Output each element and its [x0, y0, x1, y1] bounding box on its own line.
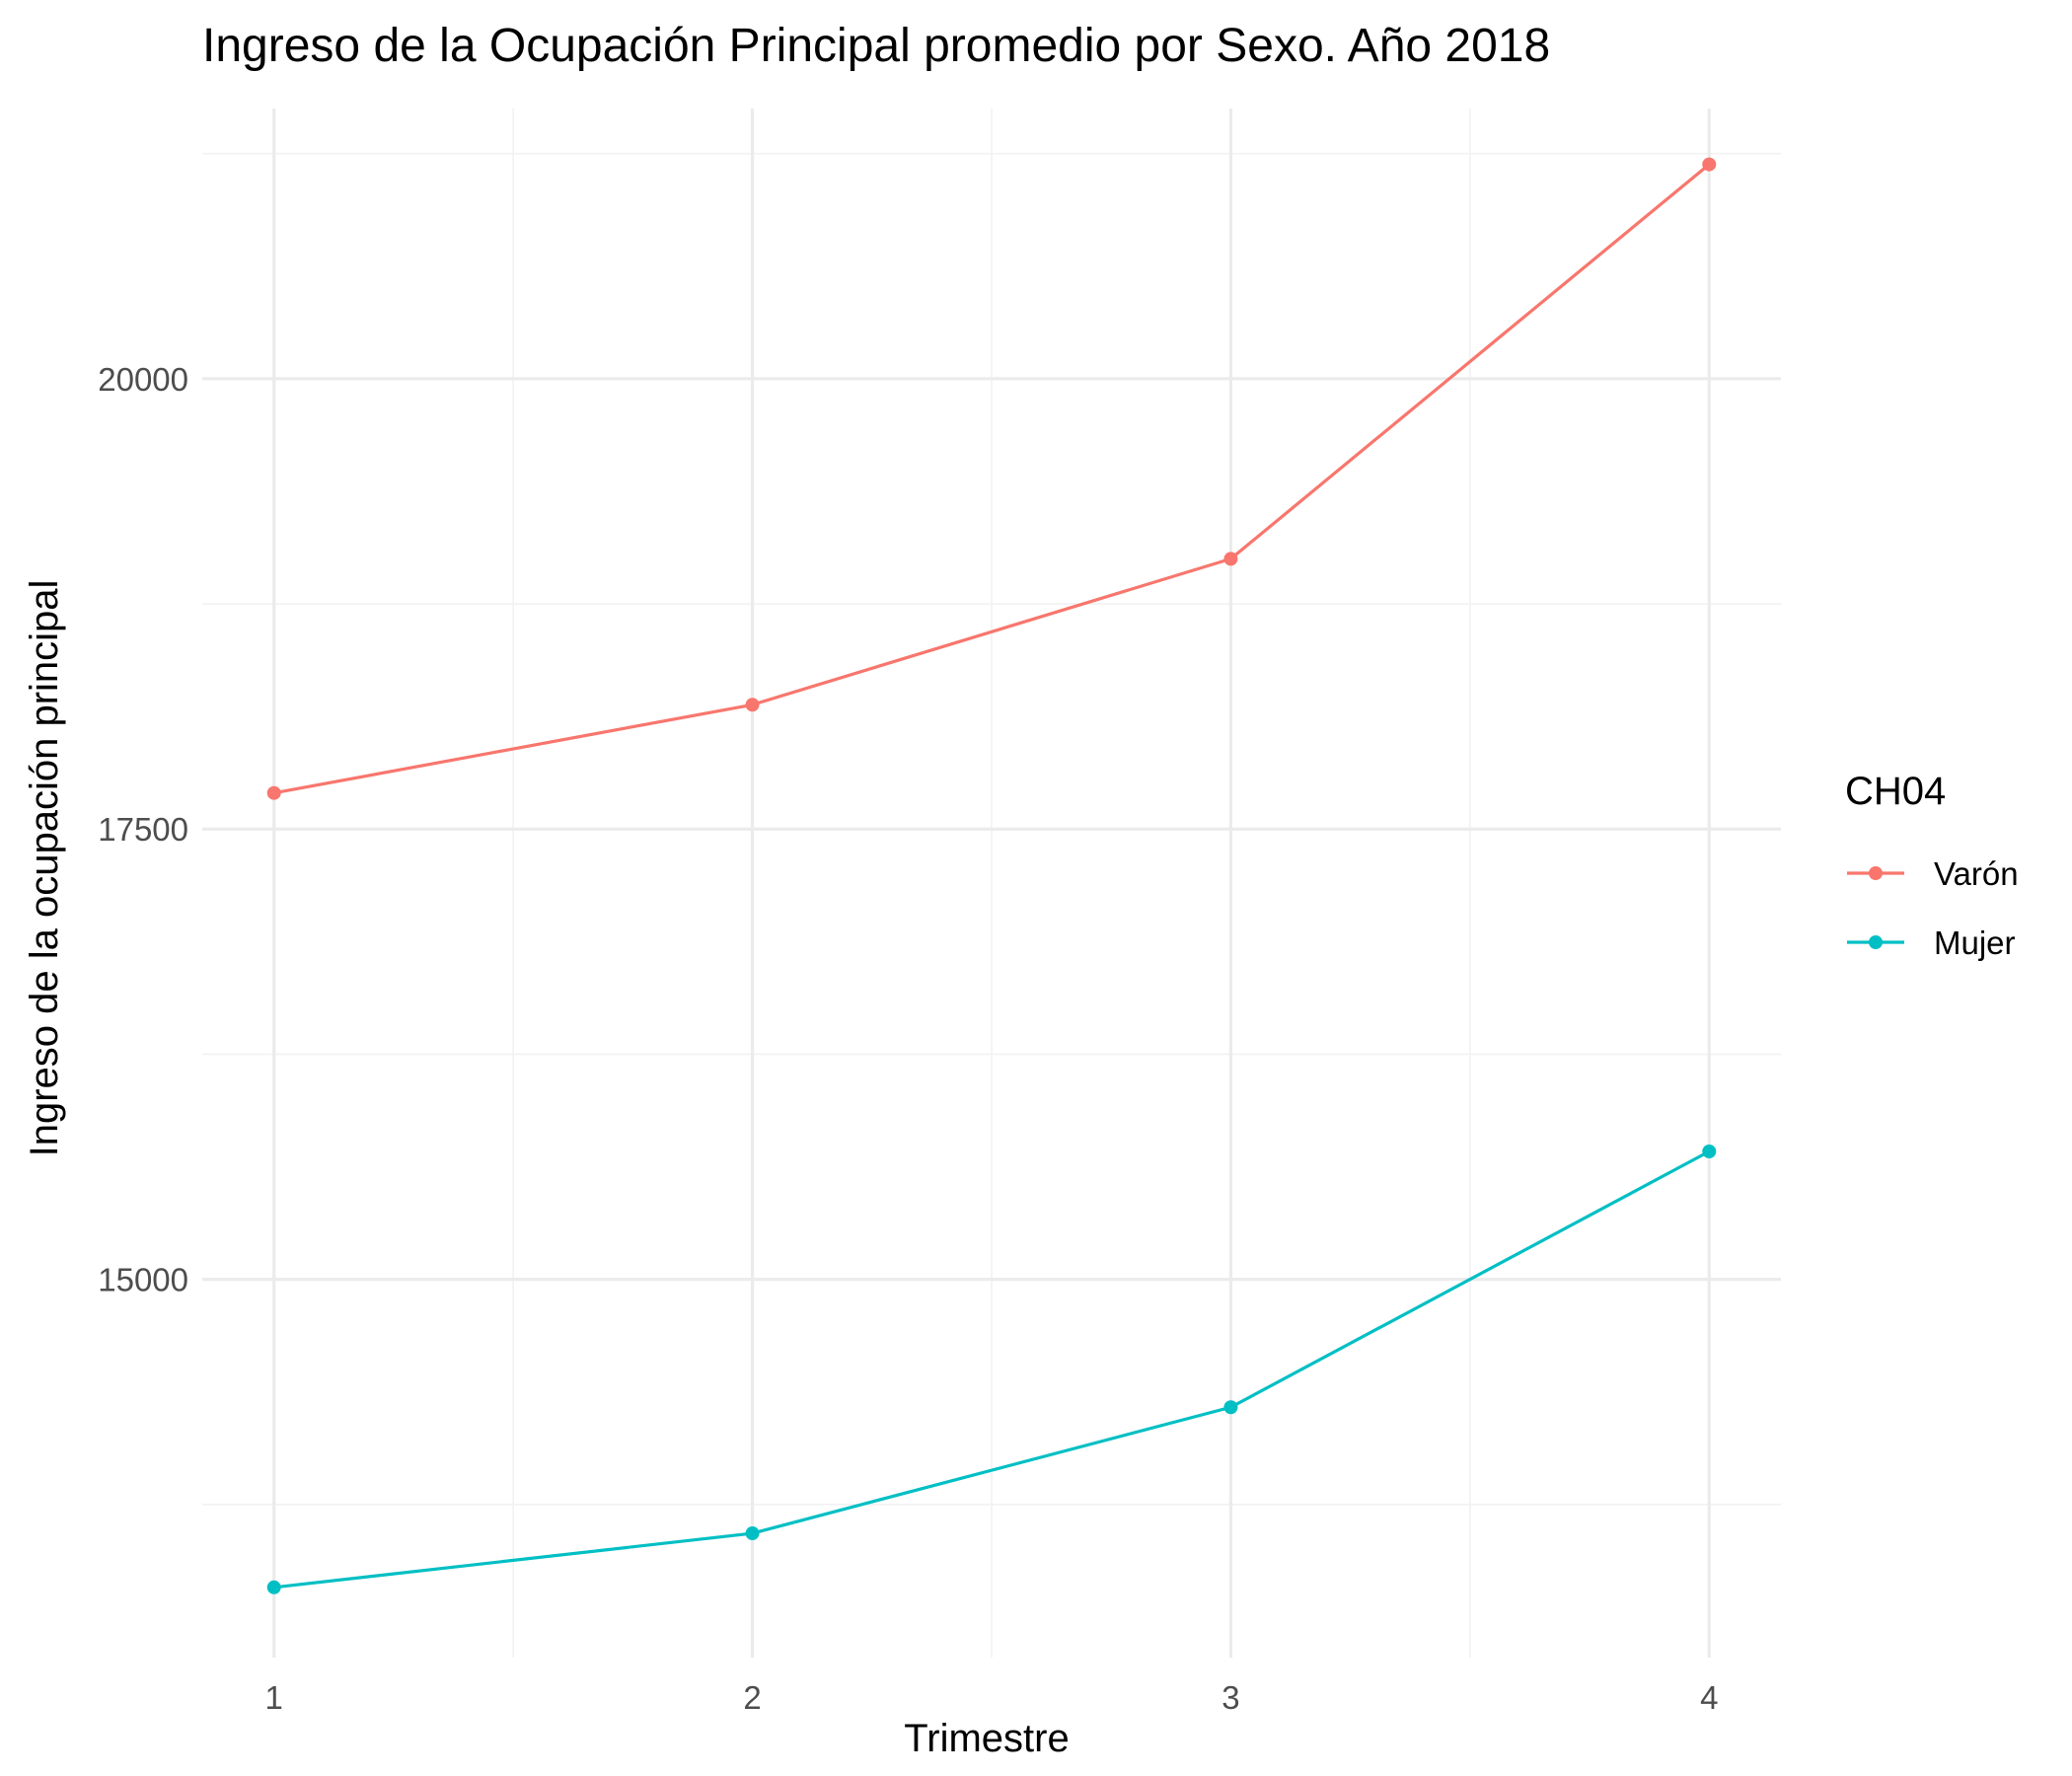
data-point-mujer	[1702, 1145, 1717, 1159]
data-point-var-n	[266, 785, 281, 800]
y-tick-label: 20000	[98, 361, 188, 398]
y-tick-label: 17500	[98, 811, 188, 848]
legend-key-point-var-n	[1869, 866, 1883, 880]
data-point-var-n	[745, 698, 760, 712]
y-axis-title: Ingreso de la ocupación principal	[23, 580, 66, 1157]
grid	[202, 109, 1781, 1658]
series-layer	[266, 157, 1717, 1594]
legend-label-var-n: Varón	[1934, 855, 2019, 892]
data-point-mujer	[745, 1526, 760, 1541]
x-tick-label: 1	[265, 1679, 283, 1716]
x-tick-label: 2	[743, 1679, 761, 1716]
data-point-var-n	[1223, 552, 1238, 566]
legend-label-mujer: Mujer	[1934, 925, 2016, 961]
data-point-var-n	[1702, 157, 1717, 172]
data-point-mujer	[1223, 1400, 1238, 1415]
chart-title: Ingreso de la Ocupación Principal promed…	[202, 20, 1550, 72]
data-point-mujer	[266, 1580, 281, 1594]
x-tick-label: 3	[1221, 1679, 1239, 1716]
y-tick-label: 15000	[98, 1262, 188, 1298]
tick-labels: 1 2 3 4 15000 17500 20000	[98, 361, 1718, 1716]
series-line-var-n	[273, 163, 1711, 795]
x-axis-title: Trimestre	[904, 1717, 1069, 1760]
legend-title: CH04	[1845, 770, 1946, 813]
legend: CH04 Varón Mujer	[1845, 770, 2019, 961]
legend-items: Varón Mujer	[1847, 855, 2019, 961]
x-tick-label: 4	[1700, 1679, 1718, 1716]
legend-key-point-mujer	[1869, 935, 1883, 949]
series-line-mujer	[273, 1149, 1711, 1590]
